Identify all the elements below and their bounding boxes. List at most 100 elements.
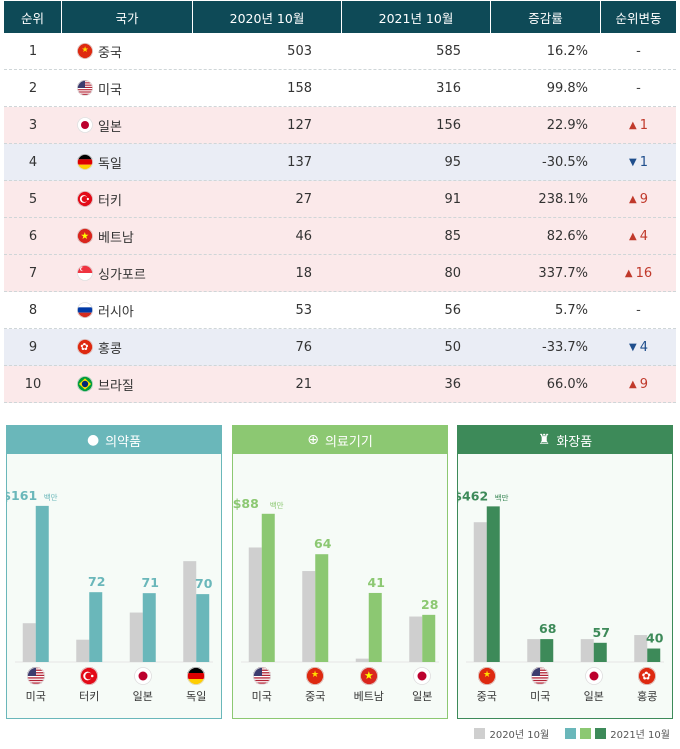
- rank-cell: 2: [28, 80, 38, 96]
- rank-cell: 10: [24, 376, 42, 392]
- medical-device-panel-header: ⊕ 의료기기: [233, 426, 447, 454]
- de-flag-icon: [187, 667, 206, 685]
- pills-icon: ●: [86, 432, 100, 448]
- bar-2021: [486, 506, 500, 662]
- bar-group: 70 독일: [183, 561, 213, 703]
- category-label: 미국: [252, 690, 272, 703]
- bar-2021: [315, 554, 329, 662]
- table-row: 7 싱가포르 18 80 337.7% ▲ 16: [4, 255, 676, 292]
- cn-flag-icon: ★: [77, 43, 93, 59]
- cn-flag-icon: ★: [477, 667, 496, 685]
- up-triangle-icon: ▲: [629, 230, 637, 242]
- country-cell: ★ 베트남: [62, 218, 193, 254]
- bar-2021: [35, 505, 49, 662]
- pharma-panel-title: 의약품: [105, 434, 142, 450]
- rate-cell: -33.7%: [542, 339, 588, 355]
- bar-2020: [580, 639, 594, 662]
- bar-value-label: 40: [646, 631, 664, 646]
- header-rank: 순위: [4, 1, 62, 33]
- svg-text:✿: ✿: [642, 670, 651, 683]
- rank-change-value: -: [636, 80, 641, 96]
- bar-2020: [76, 639, 90, 662]
- svg-text:★: ★: [81, 45, 88, 54]
- header-2021: 2021년 10월: [342, 1, 491, 33]
- rank-cell: 7: [28, 265, 38, 281]
- cn-flag-icon: ★: [306, 667, 325, 685]
- bar-2021: [422, 614, 436, 662]
- jp-flag-icon: [584, 667, 603, 685]
- cosmetics-panel-header: ♜ 화장품: [458, 426, 672, 454]
- rank-change-cell: -: [601, 70, 676, 106]
- us-flag-icon: [252, 667, 271, 685]
- rank-change-value: 4: [639, 339, 648, 355]
- vn-flag-icon: ★: [77, 228, 93, 244]
- up-triangle-icon: ▲: [629, 193, 637, 205]
- category-label: 중국: [477, 690, 497, 703]
- legend-label-2020: 2020년 10월: [489, 730, 550, 741]
- hk-flag-icon: ✿: [638, 667, 657, 685]
- bar-value-label: 57: [593, 625, 610, 640]
- rank-change-cell: ▼ 1: [601, 144, 676, 180]
- value-2020-cell: 503: [287, 43, 312, 59]
- value-2021-cell: 91: [444, 191, 461, 207]
- value-2020-cell: 46: [295, 228, 312, 244]
- table-row: 8 러시아 53 56 5.7% -: [4, 292, 676, 329]
- country-name: 러시아: [98, 304, 134, 320]
- value-2021-cell: 85: [444, 228, 461, 244]
- rank-change-value: 4: [639, 228, 648, 244]
- pharma-panel: ● 의약품 백만 $161 미국 72 터키 71 일본 70 독일: [6, 425, 222, 719]
- value-2020-cell: 27: [295, 191, 312, 207]
- medical-device-chart: 백만 $88 미국 64 ★ 중국 41 ★ 베트남 28 일본: [233, 496, 439, 703]
- bar-value-label: $88: [233, 496, 259, 511]
- bar-2021: [593, 642, 607, 662]
- jp-flag-icon: [413, 667, 432, 685]
- bar-value-label: 28: [421, 597, 438, 612]
- bar-group: 백만 $88 미국: [233, 496, 284, 703]
- rank-change-cell: -: [601, 33, 676, 69]
- bar-2020: [129, 612, 143, 662]
- category-label: 중국: [305, 690, 325, 703]
- country-cell: 일본: [62, 107, 193, 143]
- country-cell: 미국: [62, 70, 193, 106]
- us-flag-icon: [26, 667, 45, 685]
- legend-swatch-2021-device: [580, 728, 592, 739]
- rank-change-cell: ▲ 4: [601, 218, 676, 254]
- value-2020-cell: 137: [287, 154, 312, 170]
- bar-2020: [355, 658, 369, 662]
- rank-cell: 5: [28, 191, 38, 207]
- value-2021-cell: 80: [444, 265, 461, 281]
- table-header: 순위 국가 2020년 10월 2021년 10월 증감률 순위변동: [4, 1, 676, 33]
- medical-device-panel: ⊕ 의료기기 백만 $88 미국 64 ★ 중국 41 ★ 베트남 28 일본: [232, 425, 448, 719]
- header-rate: 증감률: [491, 1, 601, 33]
- medical-kit-icon: ⊕: [307, 432, 319, 448]
- country-name: 베트남: [98, 230, 134, 246]
- value-2020-cell: 127: [287, 117, 312, 133]
- rank-cell: 8: [28, 302, 38, 318]
- rate-cell: 238.1%: [538, 191, 588, 207]
- category-label: 홍콩: [637, 689, 657, 703]
- down-triangle-icon: ▼: [629, 156, 637, 168]
- value-2021-cell: 156: [436, 117, 461, 133]
- value-2020-cell: 53: [295, 302, 312, 318]
- category-label: 미국: [530, 690, 550, 703]
- table-body: 1 ★ 중국 503 585 16.2% - 2 미국 158 316 99.8…: [4, 33, 676, 403]
- bar-2021: [261, 513, 275, 662]
- rank-change-cell: ▲ 1: [601, 107, 676, 143]
- bar-value-label: 68: [539, 621, 556, 636]
- value-2020-cell: 18: [295, 265, 312, 281]
- cosmetics-panel-title: 화장품: [556, 434, 593, 450]
- bar-2021: [89, 592, 103, 662]
- rank-change-value: -: [636, 302, 641, 318]
- country-name: 독일: [98, 156, 122, 172]
- value-2021-cell: 95: [444, 154, 461, 170]
- bar-2020: [409, 616, 423, 662]
- svg-text:★: ★: [364, 669, 374, 682]
- rank-cell: 3: [28, 117, 38, 133]
- table-row: 1 ★ 중국 503 585 16.2% -: [4, 33, 676, 70]
- up-triangle-icon: ▲: [629, 119, 637, 131]
- rate-cell: 66.0%: [546, 376, 588, 392]
- rank-change-cell: ▲ 9: [601, 366, 676, 402]
- bar-value-label: 70: [195, 576, 213, 591]
- bar-2020: [527, 639, 541, 662]
- bar-2020: [22, 623, 36, 662]
